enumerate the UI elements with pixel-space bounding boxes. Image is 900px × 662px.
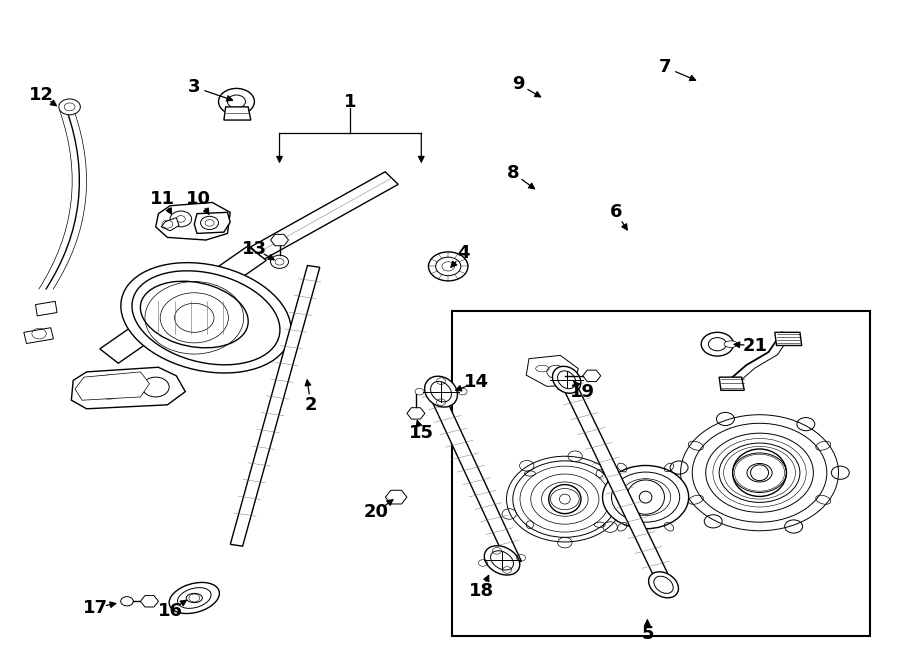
Text: 1: 1 — [344, 93, 356, 111]
Text: 20: 20 — [364, 503, 389, 521]
Circle shape — [271, 255, 289, 268]
Polygon shape — [140, 596, 158, 607]
Polygon shape — [271, 234, 289, 246]
Bar — [452, 311, 870, 636]
Ellipse shape — [121, 263, 291, 373]
Text: 2: 2 — [305, 396, 317, 414]
Circle shape — [121, 596, 133, 606]
Ellipse shape — [724, 341, 738, 348]
Text: 9: 9 — [512, 75, 525, 93]
Circle shape — [389, 492, 403, 502]
Polygon shape — [426, 383, 521, 565]
Text: 21: 21 — [742, 336, 768, 355]
Text: 12: 12 — [30, 86, 54, 104]
Polygon shape — [156, 203, 230, 240]
Polygon shape — [526, 355, 579, 387]
Text: 19: 19 — [571, 383, 595, 401]
Text: 13: 13 — [242, 240, 267, 258]
Polygon shape — [224, 107, 251, 120]
Text: 5: 5 — [641, 625, 653, 643]
Circle shape — [58, 99, 80, 115]
Circle shape — [219, 89, 255, 115]
Circle shape — [701, 332, 734, 356]
Polygon shape — [75, 372, 149, 401]
Polygon shape — [230, 265, 320, 546]
Text: 17: 17 — [83, 599, 108, 617]
Ellipse shape — [425, 376, 457, 407]
Polygon shape — [35, 301, 57, 316]
Polygon shape — [775, 332, 802, 346]
Polygon shape — [583, 370, 600, 381]
Ellipse shape — [553, 366, 580, 393]
Text: 16: 16 — [158, 602, 183, 620]
Polygon shape — [250, 171, 398, 260]
Text: 15: 15 — [409, 424, 434, 442]
Ellipse shape — [169, 583, 220, 614]
Text: 4: 4 — [457, 244, 470, 262]
Text: 8: 8 — [507, 164, 519, 182]
Polygon shape — [719, 377, 744, 391]
Circle shape — [428, 252, 468, 281]
Text: 6: 6 — [609, 203, 622, 221]
Ellipse shape — [649, 572, 679, 598]
Polygon shape — [23, 328, 53, 344]
Circle shape — [507, 456, 623, 542]
Polygon shape — [100, 246, 266, 363]
Text: 3: 3 — [188, 78, 201, 96]
Text: 14: 14 — [464, 373, 490, 391]
Text: 18: 18 — [469, 583, 494, 600]
Text: 10: 10 — [186, 190, 211, 208]
Polygon shape — [161, 218, 179, 231]
Polygon shape — [558, 374, 674, 590]
Text: 11: 11 — [150, 190, 176, 208]
Text: 7: 7 — [659, 58, 671, 76]
Circle shape — [602, 465, 688, 529]
Polygon shape — [194, 213, 230, 234]
Ellipse shape — [140, 281, 248, 348]
Ellipse shape — [132, 271, 280, 365]
Circle shape — [680, 414, 839, 531]
Ellipse shape — [484, 545, 520, 575]
Polygon shape — [71, 367, 185, 409]
Polygon shape — [407, 408, 425, 419]
Polygon shape — [385, 491, 407, 504]
